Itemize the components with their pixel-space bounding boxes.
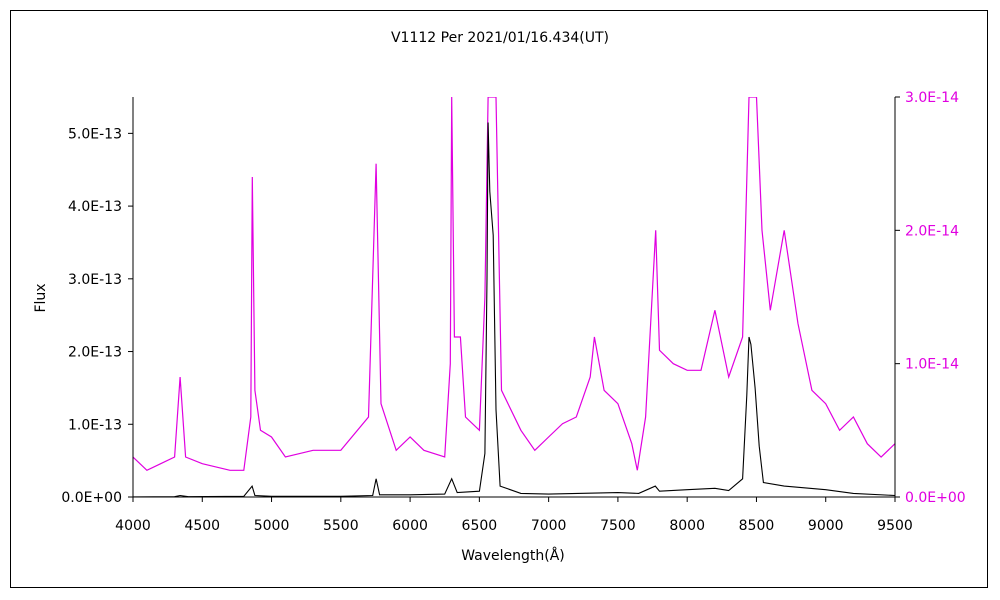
x-tick-label: 9500	[877, 518, 913, 534]
y-axis-label: Flux	[33, 283, 49, 312]
x-tick-label: 7000	[531, 518, 567, 534]
x-tick-label: 5000	[254, 518, 290, 534]
series-right-magenta-line	[133, 97, 895, 472]
x-tick-label: 5500	[323, 518, 359, 534]
x-tick-label: 4500	[184, 518, 220, 534]
x-tick-label: 8000	[669, 518, 705, 534]
y-right-tick-label: 2.0E-14	[905, 223, 959, 239]
x-tick-label: 4000	[115, 518, 151, 534]
series-left-black-line	[133, 122, 895, 497]
x-axis-label: Wavelength(Å)	[461, 547, 565, 564]
y-left-tick-label: 5.0E-13	[68, 126, 122, 142]
x-tick-label: 7500	[600, 518, 636, 534]
y-left-tick-label: 3.0E-13	[68, 272, 122, 288]
x-tick-label: 6000	[392, 518, 428, 534]
chart-frame	[10, 10, 988, 588]
chart-title: V1112 Per 2021/01/16.434(UT)	[391, 30, 609, 46]
plot-area: 0.0E+00 1.0E-13 2.0E-13 3.0E-13 4.0E-13 5.0E-…	[61, 90, 965, 534]
x-tick-label: 9000	[808, 518, 844, 534]
y-left-tick-label: 1.0E-13	[68, 417, 122, 433]
x-tick-label: 6500	[462, 518, 498, 534]
x-tick-label: 8500	[739, 518, 775, 534]
y-right-tick-label: 3.0E-14	[905, 90, 959, 106]
y-left-tick-label: 4.0E-13	[68, 199, 122, 215]
y-right-tick-label: 0.0E+00	[905, 490, 966, 506]
y-left-tick-label: 0.0E+00	[61, 490, 122, 506]
y-right-tick-label: 1.0E-14	[905, 357, 959, 373]
y-left-tick-label: 2.0E-13	[68, 345, 122, 361]
